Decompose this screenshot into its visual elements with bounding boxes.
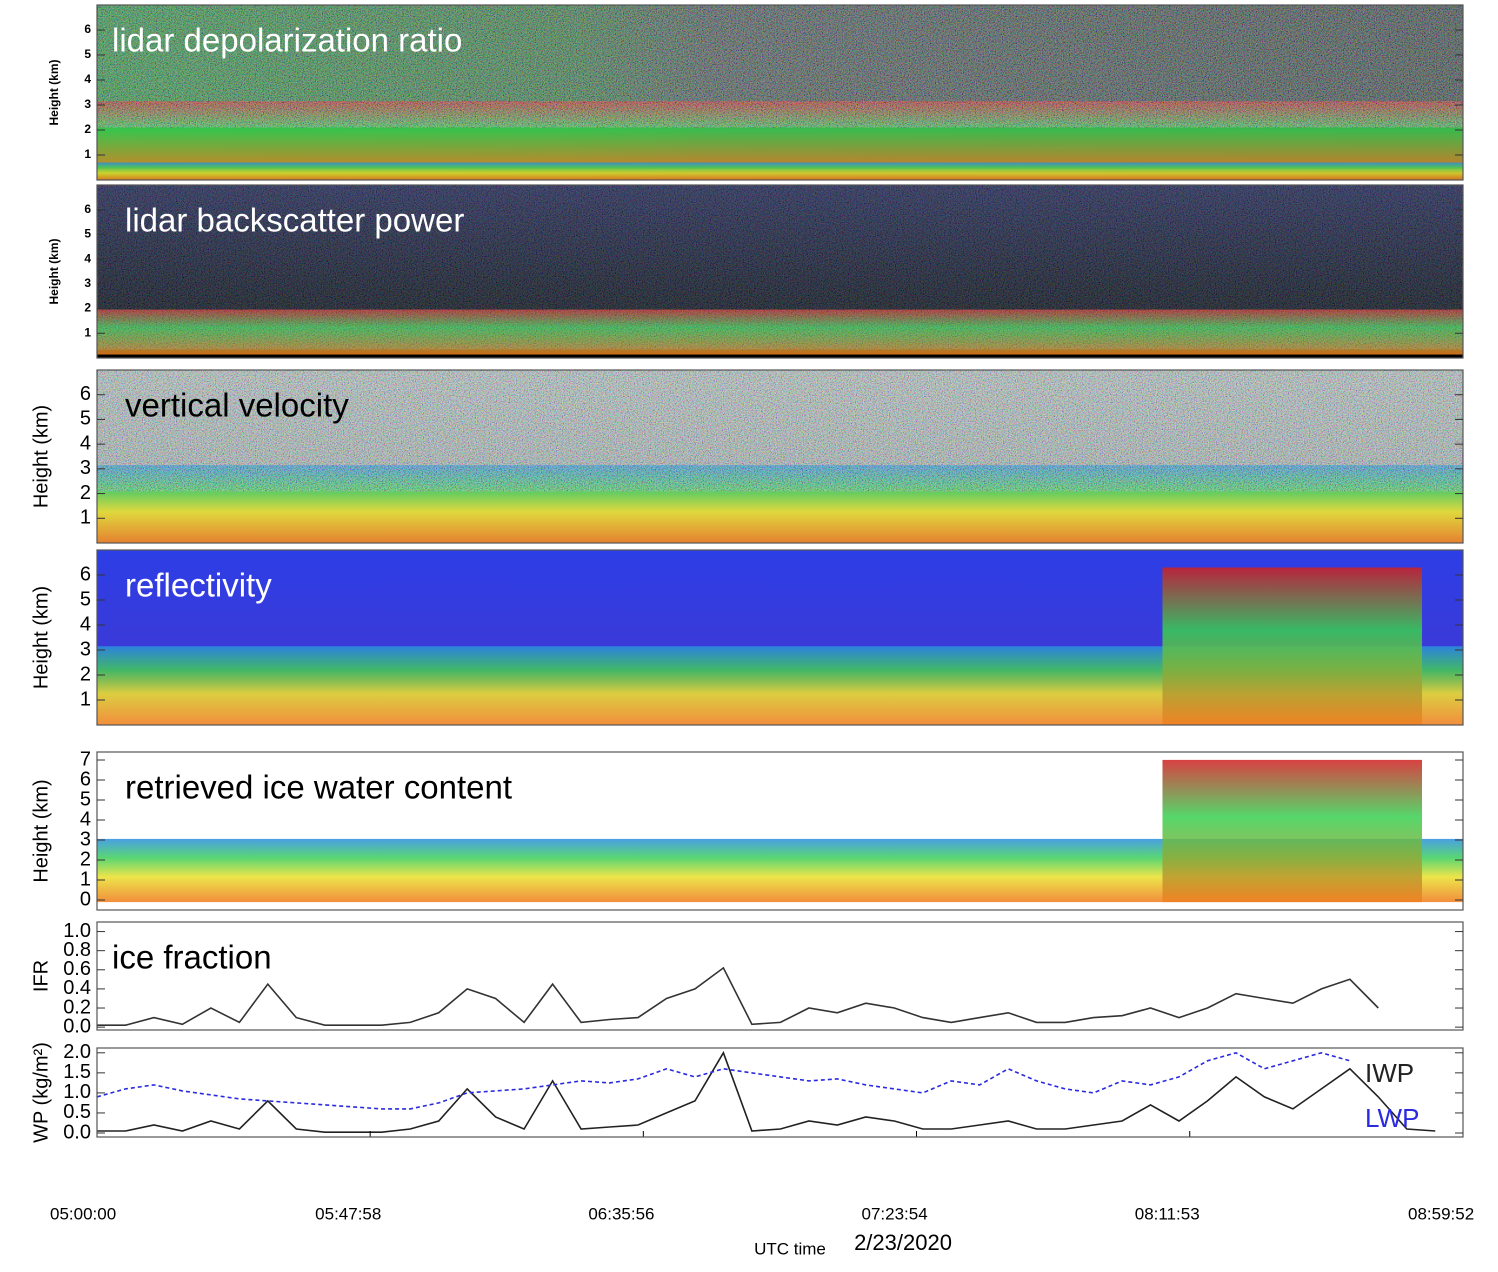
y-tick-label: 5: [84, 227, 91, 241]
y-tick-label: 7: [80, 748, 91, 770]
y-tick-label: 5: [80, 588, 91, 610]
y-tick-label: 3: [84, 276, 91, 290]
y-tick-label: 3: [80, 457, 91, 479]
panel-title: ice fraction: [112, 939, 272, 976]
x-axis-label: UTC time: [754, 1239, 826, 1258]
x-tick-label: 08:11:53: [1135, 1204, 1200, 1223]
panel-title: lidar backscatter power: [125, 202, 464, 239]
y-tick-label: 0: [80, 888, 91, 910]
heatmap-cloud: [1162, 760, 1422, 902]
y-tick-label: 0.0: [63, 1015, 91, 1037]
date-label: 2/23/2020: [854, 1230, 952, 1255]
y-tick-label: 3: [80, 828, 91, 850]
y-axis-label: Height (km): [47, 238, 61, 304]
y-tick-label: 0.0: [63, 1121, 91, 1143]
x-tick-label: 06:35:56: [588, 1204, 654, 1223]
y-tick-label: 4: [80, 808, 91, 830]
x-tick-label: 05:47:58: [315, 1204, 381, 1223]
y-axis-label: WP (kg/m²): [30, 1042, 52, 1143]
y-tick-label: 5: [84, 47, 91, 61]
y-tick-label: 2: [80, 848, 91, 870]
y-tick-label: 6: [80, 768, 91, 790]
y-axis-label: Height (km): [30, 779, 52, 882]
y-tick-label: 0.6: [63, 958, 91, 980]
panel-title: retrieved ice water content: [125, 769, 512, 806]
plot-area: [97, 922, 1463, 1030]
y-tick-label: 1.5: [63, 1061, 91, 1083]
x-tick-label: 08:59:52: [1408, 1204, 1474, 1223]
y-tick-label: 2: [84, 301, 91, 315]
y-tick-label: 6: [80, 563, 91, 585]
y-tick-label: 1: [80, 688, 91, 710]
x-tick-label: 05:00:00: [50, 1204, 116, 1223]
y-tick-label: 5: [80, 408, 91, 430]
y-tick-label: 2.0: [63, 1041, 91, 1063]
figure: 123456Height (km)lidar depolarization ra…: [0, 0, 1498, 1267]
y-tick-label: 6: [84, 22, 91, 36]
legend-label: LWP: [1365, 1103, 1419, 1133]
y-tick-label: 1.0: [63, 1081, 91, 1103]
y-tick-label: 1.0: [63, 920, 91, 942]
y-tick-label: 1: [80, 507, 91, 529]
y-tick-label: 1: [84, 325, 91, 339]
y-axis-label: IFR: [30, 960, 52, 992]
y-tick-label: 1: [84, 147, 91, 161]
y-tick-label: 0.2: [63, 996, 91, 1018]
panel-title: reflectivity: [125, 567, 272, 604]
panel-title: lidar depolarization ratio: [112, 22, 462, 59]
y-tick-label: 0.4: [63, 977, 91, 999]
y-tick-label: 6: [84, 202, 91, 216]
y-tick-label: 0.5: [63, 1101, 91, 1123]
y-axis-label: Height (km): [30, 586, 52, 689]
y-tick-label: 2: [84, 122, 91, 136]
y-tick-label: 4: [84, 251, 91, 265]
y-tick-label: 2: [80, 482, 91, 504]
y-tick-label: 4: [80, 613, 91, 635]
x-tick-label: 07:23:54: [861, 1204, 927, 1223]
y-axis-label: Height (km): [47, 59, 61, 125]
y-tick-label: 2: [80, 663, 91, 685]
y-tick-label: 0.8: [63, 939, 91, 961]
heatmap-cloud: [97, 163, 1463, 181]
legend-label: IWP: [1365, 1058, 1414, 1088]
y-tick-label: 6: [80, 383, 91, 405]
y-axis-label: Height (km): [30, 405, 52, 508]
panel-title: vertical velocity: [125, 387, 349, 424]
y-tick-label: 1: [80, 868, 91, 890]
y-tick-label: 3: [84, 97, 91, 111]
y-tick-label: 3: [80, 638, 91, 660]
y-tick-label: 4: [84, 72, 91, 86]
heatmap-cloud: [1162, 568, 1422, 726]
y-tick-label: 4: [80, 432, 91, 454]
y-tick-label: 5: [80, 788, 91, 810]
